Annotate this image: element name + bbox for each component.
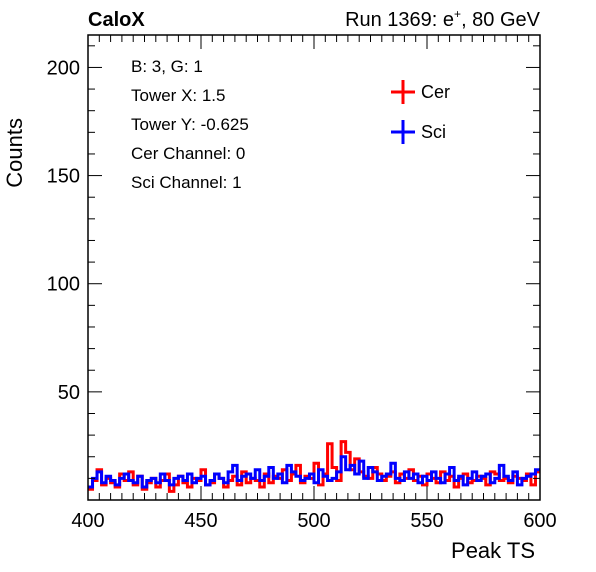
legend: Cer Sci	[391, 80, 450, 144]
x-tick-label: 550	[410, 510, 443, 532]
y-tick-label: 150	[47, 166, 80, 188]
header-superscript: +	[454, 7, 461, 21]
header-energy-text: , 80 GeV	[461, 9, 541, 31]
y-tick-label: 200	[47, 57, 80, 79]
x-axis-title: Peak TS	[451, 538, 535, 563]
series-layer	[88, 440, 540, 493]
series-line-sci	[88, 455, 540, 489]
info-line: B: 3, G: 1	[131, 57, 203, 76]
legend-label-cer: Cer	[421, 82, 450, 102]
info-line: Tower Y: -0.625	[131, 115, 249, 134]
y-axis-title: Counts	[2, 118, 27, 188]
axes-layer: 400 450 500 550 600 50 100 150 200	[47, 34, 557, 532]
y-tick-label: 50	[58, 382, 80, 404]
chart-header-left: CaloX	[88, 9, 145, 31]
y-tick-label: 100	[47, 274, 80, 296]
x-tick-label: 500	[297, 510, 330, 532]
header-run-text: Run 1369: e	[345, 9, 454, 31]
x-tick-label: 450	[184, 510, 217, 532]
info-line: Tower X: 1.5	[131, 86, 226, 105]
info-line: Sci Channel: 1	[131, 173, 242, 192]
x-tick-label: 400	[71, 510, 104, 532]
info-box: B: 3, G: 1 Tower X: 1.5 Tower Y: -0.625 Cer…	[131, 57, 249, 192]
legend-label-sci: Sci	[421, 122, 446, 142]
x-tick-label: 600	[523, 510, 556, 532]
chart-header-right: Run 1369: e+, 80 GeV	[345, 7, 541, 31]
info-line: Cer Channel: 0	[131, 144, 245, 163]
